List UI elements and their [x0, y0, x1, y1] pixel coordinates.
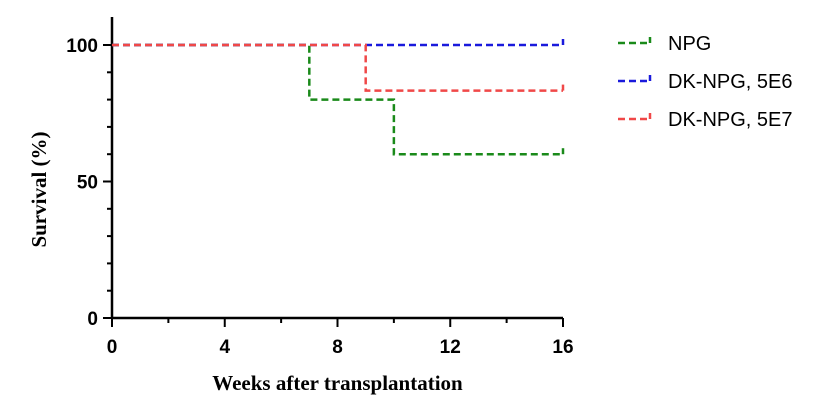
axes: 0 4 8 12 16 0 50 100 — [66, 17, 574, 358]
x-tick-label: 8 — [332, 337, 343, 358]
plot-series — [112, 39, 565, 156]
legend-label: DK-NPG, 5E7 — [668, 109, 792, 131]
legend-item: DK-NPG, 5E6 — [618, 71, 792, 93]
x-tick-label: 4 — [219, 337, 230, 358]
legend-label: NPG — [668, 33, 711, 55]
x-tick-label: 12 — [440, 337, 461, 358]
y-tick-label: 100 — [66, 36, 98, 57]
legend-item: NPG — [618, 33, 711, 55]
series-line-1 — [112, 43, 563, 156]
y-ticks: 0 50 100 — [66, 36, 112, 330]
y-axis-title: Survival (%) — [27, 131, 51, 247]
x-tick-label: 0 — [107, 337, 118, 358]
legend-label: DK-NPG, 5E6 — [668, 71, 792, 93]
legend-item: DK-NPG, 5E7 — [618, 109, 792, 131]
y-tick-label: 50 — [77, 173, 98, 194]
y-tick-label: 0 — [87, 309, 98, 330]
x-tick-label: 16 — [552, 337, 573, 358]
legend: NPG DK-NPG, 5E6 DK-NPG, 5E7 — [618, 33, 792, 131]
x-ticks: 0 4 8 12 16 — [107, 318, 574, 358]
series-line-3 — [112, 43, 563, 92]
x-axis-title: Weeks after transplantation — [212, 371, 463, 395]
